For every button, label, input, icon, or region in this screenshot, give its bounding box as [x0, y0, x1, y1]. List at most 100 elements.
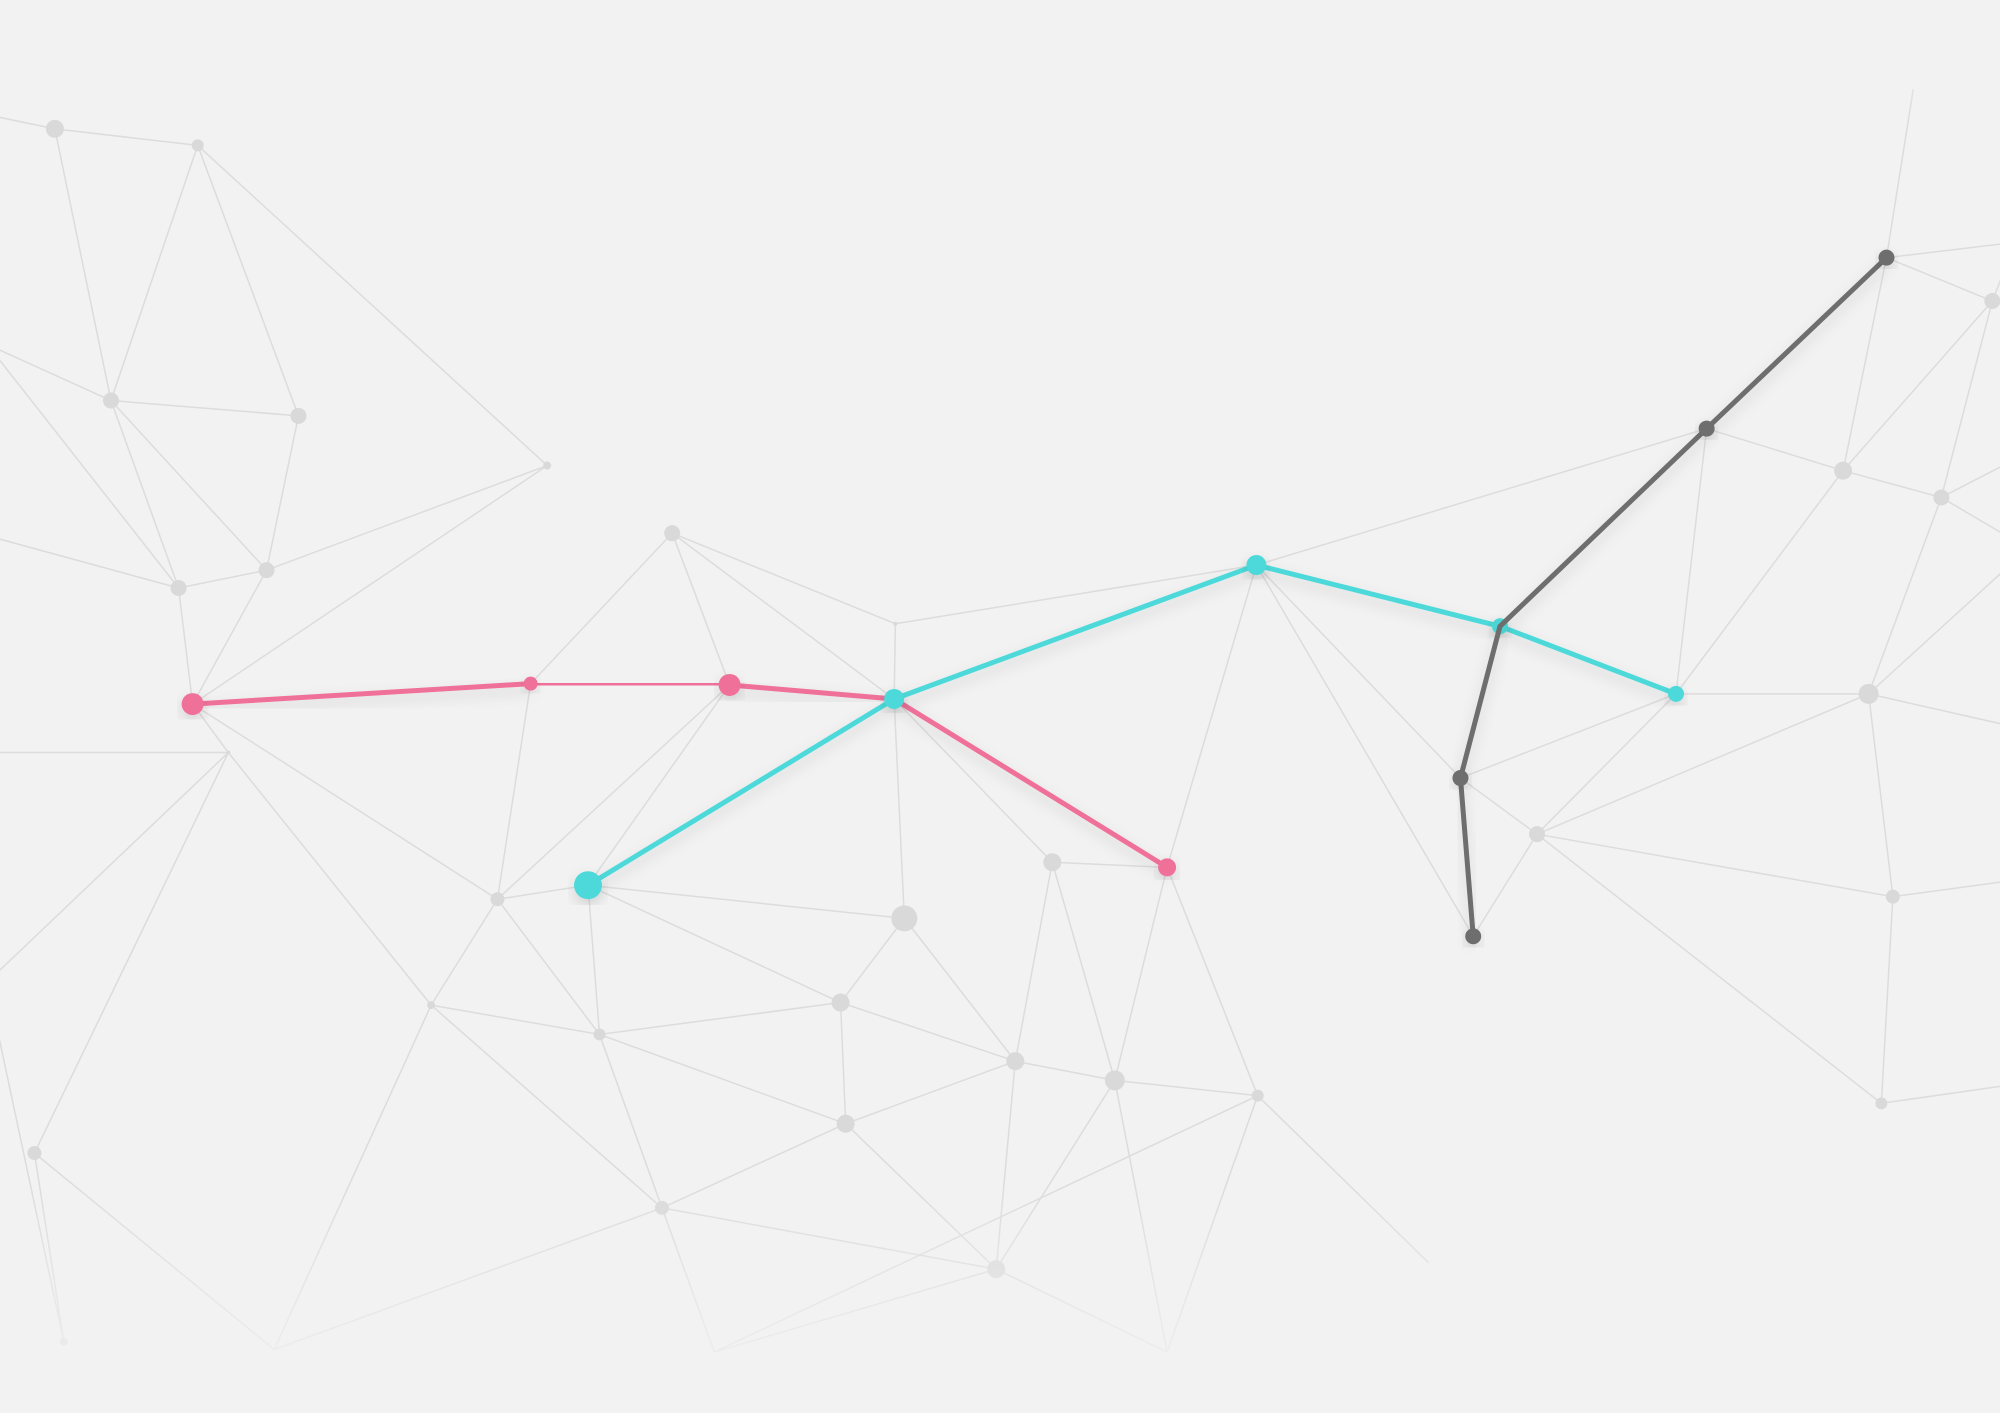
mesh-edge: [1867, 693, 1894, 897]
mesh-edge: [1868, 693, 2000, 725]
mesh-edge: [497, 884, 589, 900]
mesh-node: [1933, 489, 1950, 506]
top-fade-overlay: [0, 0, 2000, 120]
mesh-edge: [1867, 497, 1943, 695]
mesh-edge: [1886, 256, 1993, 302]
cyan-path-node: [1246, 555, 1267, 576]
mesh-edge: [839, 1002, 847, 1124]
mesh-node: [290, 407, 307, 424]
mesh-edge: [671, 532, 896, 625]
gray-path-edge: [1704, 255, 1889, 432]
mesh-edge: [496, 898, 601, 1035]
mesh-edge: [1892, 881, 2000, 898]
mesh-edge: [0, 538, 179, 589]
mesh-node: [1875, 1097, 1888, 1110]
mesh-edge: [1051, 862, 1116, 1081]
mesh-node: [1528, 826, 1545, 843]
mesh-edge: [178, 569, 267, 589]
mesh-edge: [110, 399, 299, 417]
mesh-edge: [1706, 427, 1844, 472]
mesh-node: [258, 562, 275, 579]
mesh-edge: [192, 703, 498, 900]
mesh-edge: [893, 698, 906, 919]
mesh-edge: [599, 1001, 841, 1036]
mesh-edge: [191, 569, 268, 705]
mesh-edge: [0, 349, 112, 402]
mesh-edge: [1536, 693, 1869, 835]
mesh-edge: [1536, 693, 1677, 835]
gray-path-node: [1698, 420, 1715, 437]
mesh-edge: [1940, 300, 1994, 498]
mesh-edge: [1536, 833, 1893, 898]
mesh-edge: [33, 752, 229, 1154]
mesh-edge: [1868, 573, 2000, 695]
gray-path-node: [1452, 770, 1469, 787]
gray-path-node: [1465, 928, 1482, 945]
gray-path-node: [1878, 249, 1895, 266]
mesh-edge: [1015, 1060, 1115, 1082]
mesh-node: [102, 392, 119, 409]
mesh-node: [45, 119, 64, 138]
cyan-path-node: [574, 871, 603, 900]
mesh-node: [27, 1146, 42, 1161]
mesh-edge: [903, 917, 1016, 1062]
highlighted-paths: [181, 249, 1895, 945]
mesh-edge: [1256, 427, 1707, 566]
mesh-node: [893, 621, 898, 626]
mesh-edge: [110, 400, 268, 571]
mesh-edge: [1114, 867, 1168, 1081]
mesh-node: [891, 905, 918, 932]
mesh-edge: [54, 128, 198, 147]
pink-path-node: [523, 676, 538, 691]
mesh-edge: [599, 1033, 846, 1125]
mesh-edge: [1166, 564, 1258, 868]
mesh-edge: [1460, 777, 1538, 835]
mesh-node: [831, 993, 850, 1012]
mesh-edge: [1940, 496, 2000, 533]
cyan-path-edge: [891, 562, 1259, 702]
mesh-edge: [1014, 862, 1054, 1062]
mesh-edge: [197, 145, 300, 417]
mesh-edge: [1114, 1079, 1258, 1097]
mesh-node: [226, 750, 231, 755]
pink-path-edge: [528, 681, 733, 688]
mesh-edge: [1881, 1085, 2000, 1105]
mesh-edge: [496, 683, 532, 900]
mesh-edge: [1842, 300, 1993, 472]
mesh-node: [1104, 1070, 1125, 1091]
mesh-node: [543, 461, 552, 470]
mesh-edge: [1842, 257, 1888, 471]
mesh-edge: [1460, 693, 1677, 779]
mesh-edge: [192, 464, 548, 705]
pink-path-edge: [891, 696, 1170, 870]
mesh-node: [170, 580, 187, 597]
pink-path-node: [1158, 858, 1177, 877]
mesh-node: [490, 892, 505, 907]
mesh-edge: [1880, 896, 1894, 1104]
mesh-node: [1043, 853, 1062, 872]
mesh-edge: [839, 917, 905, 1004]
pink-path-edge: [190, 681, 534, 707]
cyan-path: [574, 555, 1685, 900]
mesh-edge: [1052, 861, 1168, 869]
background-mesh-nodes: [27, 119, 2000, 1346]
mesh-edge: [266, 464, 548, 571]
mesh-edge: [587, 884, 905, 920]
mesh-edge: [227, 752, 432, 1006]
mesh-edge: [671, 532, 895, 700]
mesh-edge: [197, 144, 548, 467]
gray-path-edge: [1457, 775, 1476, 939]
mesh-edge: [496, 684, 731, 900]
mesh-edge: [1166, 867, 1259, 1096]
mesh-node: [1984, 293, 2000, 310]
mesh-node: [1834, 461, 1853, 480]
cyan-path-edge: [585, 696, 897, 888]
mesh-edge: [1940, 466, 2000, 499]
bottom-fade-overlay: [0, 1180, 2000, 1413]
mesh-node: [664, 525, 681, 542]
mesh-edge: [0, 752, 229, 972]
gray-path-edge: [1497, 426, 1710, 629]
mesh-edge: [1842, 469, 1942, 499]
mesh-edge: [1536, 833, 1882, 1104]
